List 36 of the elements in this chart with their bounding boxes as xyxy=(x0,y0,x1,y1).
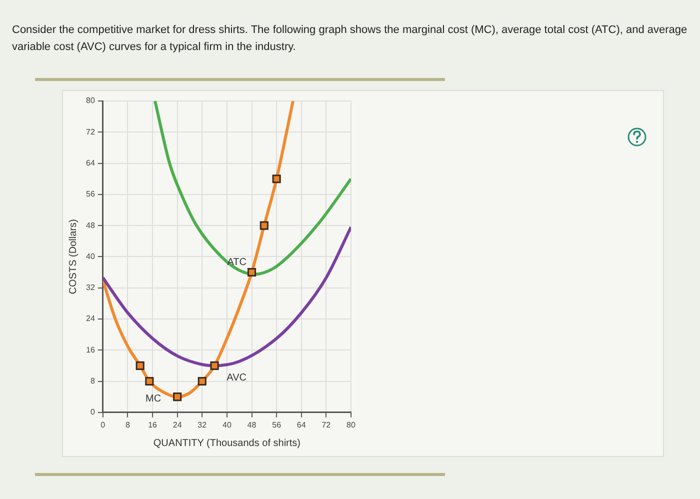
y-tick-label: 16 xyxy=(86,345,96,354)
x-tick-label: 16 xyxy=(148,420,158,430)
point xyxy=(145,376,154,386)
x-tick-label: 24 xyxy=(172,420,182,430)
x-axis-title: QUANTITY (Thousands of shirts) xyxy=(153,438,300,449)
point xyxy=(136,361,144,370)
x-tick-label: 64 xyxy=(296,420,306,430)
y-tick-label: 24 xyxy=(86,314,96,324)
x-tick-label: 56 xyxy=(272,420,282,430)
y-axis-title: COSTS (Dollars) xyxy=(68,219,79,294)
x-tick-label: 80 xyxy=(346,420,356,430)
point xyxy=(198,376,206,386)
y-tick-label: 56 xyxy=(86,190,96,199)
point xyxy=(260,221,268,230)
chart-title: Consider the competitive market for dress shirts. The following graph shows the marginal cost (MC), average total cost (ATC), and average variable cost (AVC) curves for a typical firm in the industry. xyxy=(12,23,688,55)
point xyxy=(247,268,256,277)
y-tick-label: 72 xyxy=(86,127,96,136)
y-tick-label: 80 xyxy=(86,96,96,106)
x-tick-label: 8 xyxy=(125,420,130,430)
y-tick-label: 8 xyxy=(90,376,96,386)
y-tick-label: 64 xyxy=(86,158,96,168)
x-tick-label: 0 xyxy=(100,420,106,430)
line-series xyxy=(154,101,351,276)
x-tick-label: 72 xyxy=(322,420,332,430)
point xyxy=(173,392,182,402)
y-tick-label: 48 xyxy=(86,220,96,230)
x-tick-label: 40 xyxy=(222,420,232,430)
x-tick-label: 48 xyxy=(247,420,257,430)
y-tick-label: 0 xyxy=(90,408,96,417)
x-tick-label: 32 xyxy=(198,420,208,430)
series-label: AVC xyxy=(226,372,246,384)
point xyxy=(210,361,219,370)
series-label: MC xyxy=(146,394,162,405)
y-tick-label: 32 xyxy=(86,283,96,292)
y-tick-label: 40 xyxy=(86,252,96,261)
point xyxy=(272,174,281,184)
